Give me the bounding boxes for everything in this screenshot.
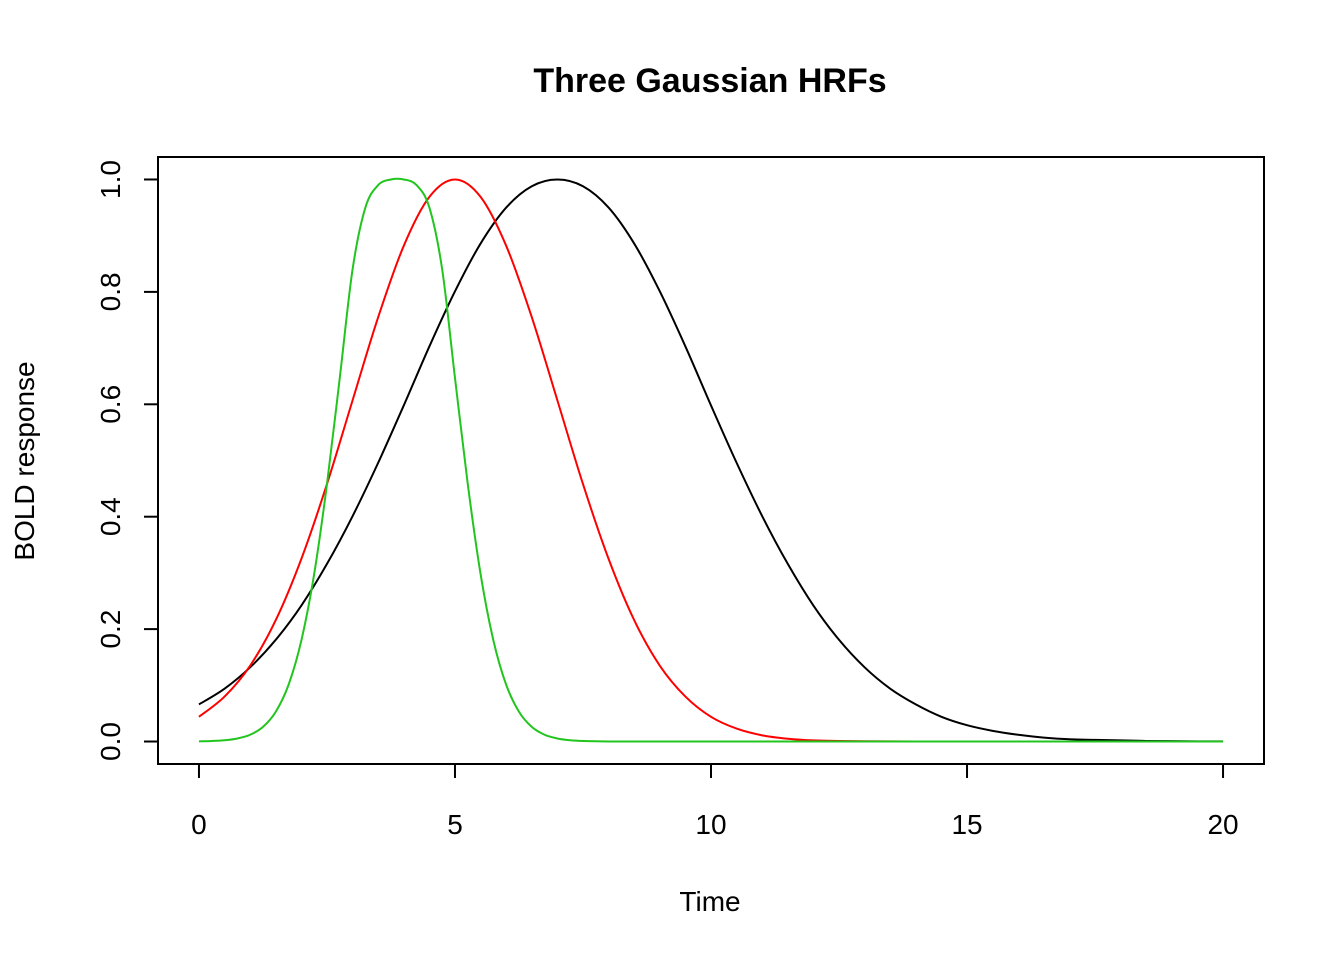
y-tick-label: 1.0	[95, 160, 126, 199]
y-tick-label: 0.0	[95, 722, 126, 761]
x-axis: 0 5 10 15 20	[191, 763, 1239, 840]
chart-title: Three Gaussian HRFs	[533, 62, 886, 100]
y-axis: 0.0 0.2 0.4 0.6 0.8 1.0	[95, 160, 159, 761]
y-axis-label: BOLD response	[9, 361, 40, 560]
x-tick-label: 0	[191, 809, 207, 840]
series-line-3	[198, 177, 1224, 743]
x-tick-label: 5	[447, 809, 463, 840]
x-tick-label: 20	[1207, 809, 1238, 840]
y-tick-label: 0.4	[95, 497, 126, 536]
series-layer	[198, 177, 1224, 743]
x-tick-label: 15	[951, 809, 982, 840]
y-tick-label: 0.8	[95, 272, 126, 311]
y-tick-label: 0.2	[95, 610, 126, 649]
plot-frame	[157, 156, 1265, 765]
y-tick-label: 0.6	[95, 385, 126, 424]
x-tick-label: 10	[695, 809, 726, 840]
x-axis-label: Time	[679, 886, 740, 917]
series-line-1	[198, 178, 1224, 743]
